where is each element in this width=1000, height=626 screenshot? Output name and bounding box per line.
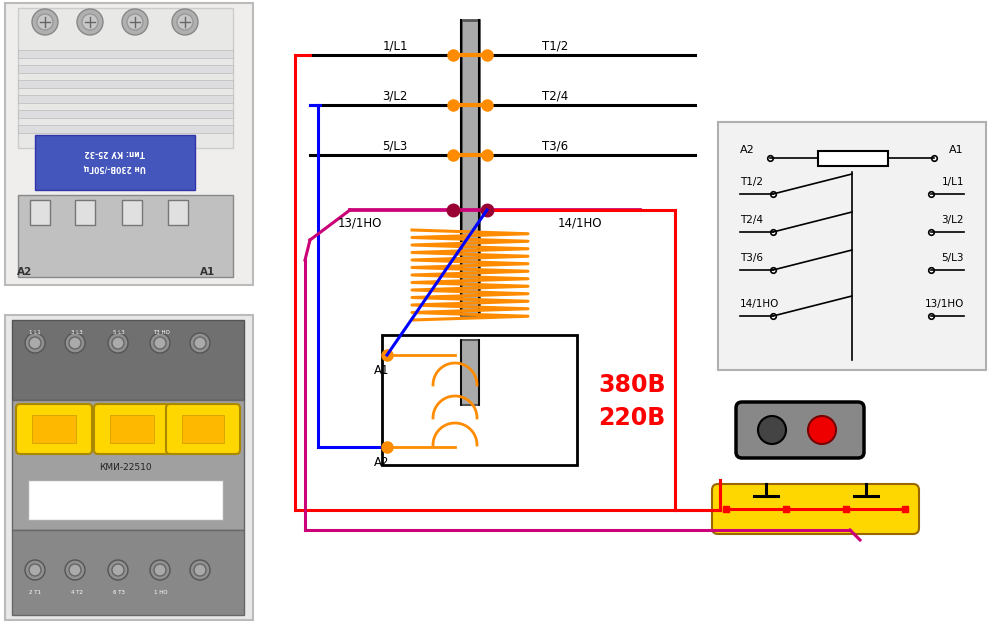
Circle shape xyxy=(150,333,170,353)
Text: A1: A1 xyxy=(949,145,964,155)
Text: 1 HO: 1 HO xyxy=(154,590,168,595)
Text: A1: A1 xyxy=(374,364,390,377)
Circle shape xyxy=(154,337,166,349)
Circle shape xyxy=(69,337,81,349)
Circle shape xyxy=(82,14,98,30)
Bar xyxy=(718,122,986,370)
Text: 1/L1: 1/L1 xyxy=(942,177,964,187)
Bar xyxy=(30,200,50,225)
Text: Uн 230B-/50Гц: Uн 230B-/50Гц xyxy=(84,163,146,173)
FancyBboxPatch shape xyxy=(166,404,240,454)
Text: 3/L2: 3/L2 xyxy=(382,90,408,103)
Circle shape xyxy=(127,14,143,30)
Circle shape xyxy=(29,337,41,349)
Bar xyxy=(5,3,253,285)
Circle shape xyxy=(194,337,206,349)
Text: T2/4: T2/4 xyxy=(740,215,763,225)
Bar xyxy=(382,335,577,465)
Text: 3/L2: 3/L2 xyxy=(942,215,964,225)
Text: 5/L3: 5/L3 xyxy=(942,253,964,263)
Text: A2: A2 xyxy=(17,267,33,277)
Text: 13/1HO: 13/1HO xyxy=(925,299,964,309)
Bar xyxy=(168,200,188,225)
Bar xyxy=(18,8,233,148)
Bar xyxy=(818,151,888,166)
Text: 1/L1: 1/L1 xyxy=(382,39,408,53)
Circle shape xyxy=(172,9,198,35)
Circle shape xyxy=(65,333,85,353)
FancyBboxPatch shape xyxy=(712,484,919,534)
Bar xyxy=(18,80,233,88)
Circle shape xyxy=(108,333,128,353)
FancyBboxPatch shape xyxy=(16,404,92,454)
Circle shape xyxy=(177,14,193,30)
Bar xyxy=(18,110,233,118)
Circle shape xyxy=(65,560,85,580)
FancyBboxPatch shape xyxy=(736,402,864,458)
FancyBboxPatch shape xyxy=(94,404,170,454)
Text: T1/2: T1/2 xyxy=(740,177,763,187)
Circle shape xyxy=(190,333,210,353)
Bar xyxy=(182,415,224,443)
Text: T3 HO: T3 HO xyxy=(153,329,169,334)
Text: 13/1HO: 13/1HO xyxy=(338,217,382,230)
Text: T3/6: T3/6 xyxy=(740,253,763,263)
Text: 3 L3: 3 L3 xyxy=(71,329,83,334)
Circle shape xyxy=(122,9,148,35)
Bar xyxy=(12,320,244,400)
Text: 5/L3: 5/L3 xyxy=(382,140,408,153)
Bar xyxy=(12,400,244,530)
Circle shape xyxy=(808,416,836,444)
Circle shape xyxy=(25,560,45,580)
Text: 5 L3: 5 L3 xyxy=(113,329,125,334)
Bar xyxy=(12,530,244,615)
Bar xyxy=(122,200,142,225)
Text: 380B: 380B xyxy=(598,373,666,397)
Circle shape xyxy=(69,564,81,576)
Bar xyxy=(32,415,76,443)
Bar xyxy=(461,340,479,405)
Circle shape xyxy=(190,560,210,580)
Circle shape xyxy=(29,564,41,576)
Circle shape xyxy=(37,14,53,30)
Bar xyxy=(28,480,223,520)
Circle shape xyxy=(32,9,58,35)
Bar xyxy=(5,315,253,620)
Text: Тип: КУ 25-32: Тип: КУ 25-32 xyxy=(85,148,145,156)
Text: A1: A1 xyxy=(200,267,216,277)
Text: 14/1HO: 14/1HO xyxy=(558,217,602,230)
Text: T1/2: T1/2 xyxy=(542,39,568,53)
Bar xyxy=(18,95,233,103)
Circle shape xyxy=(758,416,786,444)
Bar xyxy=(461,20,479,315)
Bar xyxy=(18,125,233,133)
Text: КМИ-22510: КМИ-22510 xyxy=(99,463,151,473)
Text: 6 T3: 6 T3 xyxy=(113,590,125,595)
Text: T2/4: T2/4 xyxy=(542,90,568,103)
Circle shape xyxy=(154,564,166,576)
Text: 4 T2: 4 T2 xyxy=(71,590,83,595)
Circle shape xyxy=(77,9,103,35)
Bar xyxy=(75,200,95,225)
Bar xyxy=(35,135,195,190)
Circle shape xyxy=(112,564,124,576)
Text: 14/1HO: 14/1HO xyxy=(740,299,779,309)
Circle shape xyxy=(25,333,45,353)
Text: A2: A2 xyxy=(740,145,755,155)
Circle shape xyxy=(150,560,170,580)
Bar xyxy=(110,415,154,443)
Circle shape xyxy=(108,560,128,580)
Text: A2: A2 xyxy=(374,456,390,470)
Bar xyxy=(18,50,233,58)
Bar xyxy=(18,65,233,73)
Circle shape xyxy=(194,564,206,576)
Text: 220B: 220B xyxy=(598,406,665,430)
Text: T3/6: T3/6 xyxy=(542,140,568,153)
Bar xyxy=(18,195,233,277)
Text: 2 T1: 2 T1 xyxy=(29,590,41,595)
Text: 1 L1: 1 L1 xyxy=(29,329,41,334)
Circle shape xyxy=(112,337,124,349)
